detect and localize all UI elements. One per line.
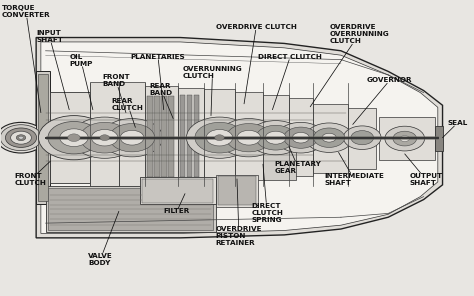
Bar bbox=[147, 96, 153, 178]
Polygon shape bbox=[41, 42, 438, 234]
Text: OVERDRIVE CLUTCH: OVERDRIVE CLUTCH bbox=[216, 24, 297, 104]
Circle shape bbox=[343, 126, 381, 149]
Bar bbox=[193, 95, 199, 178]
Text: FRONT
CLUTCH: FRONT CLUTCH bbox=[15, 161, 50, 186]
Bar bbox=[46, 186, 216, 232]
Bar bbox=[119, 82, 145, 191]
Circle shape bbox=[109, 123, 155, 152]
Circle shape bbox=[400, 136, 410, 141]
Circle shape bbox=[393, 131, 417, 146]
Bar bbox=[48, 188, 213, 231]
Bar bbox=[38, 74, 48, 201]
Circle shape bbox=[256, 125, 296, 150]
Circle shape bbox=[68, 134, 80, 141]
Bar bbox=[379, 117, 436, 160]
Text: SEAL: SEAL bbox=[443, 120, 467, 138]
Text: FRONT
BAND: FRONT BAND bbox=[102, 74, 130, 113]
Bar bbox=[289, 98, 312, 176]
Circle shape bbox=[385, 126, 425, 151]
Circle shape bbox=[215, 135, 224, 141]
Circle shape bbox=[72, 117, 138, 158]
Text: TORQUE
CONVERTER: TORQUE CONVERTER bbox=[1, 5, 50, 113]
Bar bbox=[187, 95, 192, 178]
Circle shape bbox=[16, 135, 26, 141]
Circle shape bbox=[18, 136, 23, 139]
Bar bbox=[36, 71, 50, 204]
Text: REAR
CLUTCH: REAR CLUTCH bbox=[112, 98, 144, 127]
Bar bbox=[436, 126, 443, 151]
Bar bbox=[91, 82, 119, 198]
Bar bbox=[204, 89, 235, 185]
Bar bbox=[263, 142, 296, 180]
Text: PLANETARY
GEAR: PLANETARY GEAR bbox=[275, 147, 322, 174]
Circle shape bbox=[48, 121, 100, 154]
Text: OVERDRIVE
PISTON
RETAINER: OVERDRIVE PISTON RETAINER bbox=[216, 179, 262, 246]
Bar bbox=[348, 108, 376, 169]
Circle shape bbox=[351, 131, 374, 145]
Bar bbox=[143, 179, 213, 202]
Circle shape bbox=[0, 122, 46, 153]
Circle shape bbox=[120, 130, 144, 145]
Bar bbox=[180, 95, 185, 178]
Circle shape bbox=[100, 135, 109, 141]
Text: OVERRUNNING
CLUTCH: OVERRUNNING CLUTCH bbox=[182, 65, 242, 116]
Circle shape bbox=[265, 131, 286, 144]
Circle shape bbox=[237, 130, 261, 145]
Circle shape bbox=[292, 132, 309, 143]
Circle shape bbox=[313, 128, 345, 147]
Circle shape bbox=[101, 118, 163, 157]
Text: GOVERNOR: GOVERNOR bbox=[353, 77, 412, 124]
Polygon shape bbox=[36, 38, 443, 238]
Text: VALVE
BODY: VALVE BODY bbox=[88, 211, 119, 266]
Circle shape bbox=[284, 127, 318, 148]
Circle shape bbox=[322, 133, 336, 142]
Bar bbox=[50, 92, 91, 183]
Circle shape bbox=[186, 117, 253, 158]
Circle shape bbox=[80, 122, 129, 153]
Circle shape bbox=[0, 125, 42, 151]
Text: DIRECT
CLUTCH
SPRING: DIRECT CLUTCH SPRING bbox=[251, 164, 283, 223]
Bar bbox=[235, 92, 263, 180]
Text: OIL
PUMP: OIL PUMP bbox=[69, 54, 93, 110]
Bar bbox=[168, 96, 174, 178]
Circle shape bbox=[195, 122, 244, 153]
Circle shape bbox=[248, 120, 303, 155]
Text: FILTER: FILTER bbox=[164, 194, 190, 214]
Circle shape bbox=[91, 129, 118, 146]
Circle shape bbox=[306, 123, 353, 152]
Text: OUTPUT
SHAFT: OUTPUT SHAFT bbox=[405, 154, 443, 186]
Circle shape bbox=[218, 118, 280, 157]
Bar bbox=[178, 88, 204, 185]
Text: PLANETARIES: PLANETARIES bbox=[131, 54, 185, 110]
Circle shape bbox=[38, 116, 109, 160]
Bar bbox=[263, 95, 289, 178]
Bar bbox=[140, 178, 216, 204]
Bar bbox=[218, 176, 256, 205]
Circle shape bbox=[60, 129, 88, 147]
Bar bbox=[154, 96, 160, 178]
Circle shape bbox=[276, 122, 325, 153]
Bar bbox=[216, 175, 258, 207]
Text: REAR
BAND: REAR BAND bbox=[150, 83, 173, 118]
Circle shape bbox=[226, 123, 272, 152]
Bar bbox=[312, 104, 348, 173]
Text: DIRECT CLUTCH: DIRECT CLUTCH bbox=[258, 54, 322, 110]
Bar bbox=[161, 96, 167, 178]
Text: INTERMEDIATE
SHAFT: INTERMEDIATE SHAFT bbox=[324, 152, 384, 186]
Circle shape bbox=[206, 129, 233, 146]
Text: INPUT
SHAFT: INPUT SHAFT bbox=[36, 30, 69, 110]
Circle shape bbox=[10, 131, 31, 144]
Circle shape bbox=[5, 128, 36, 147]
Bar bbox=[145, 86, 178, 186]
Text: OVERDRIVE
OVERRUNNING
CLUTCH: OVERDRIVE OVERRUNNING CLUTCH bbox=[310, 24, 389, 107]
